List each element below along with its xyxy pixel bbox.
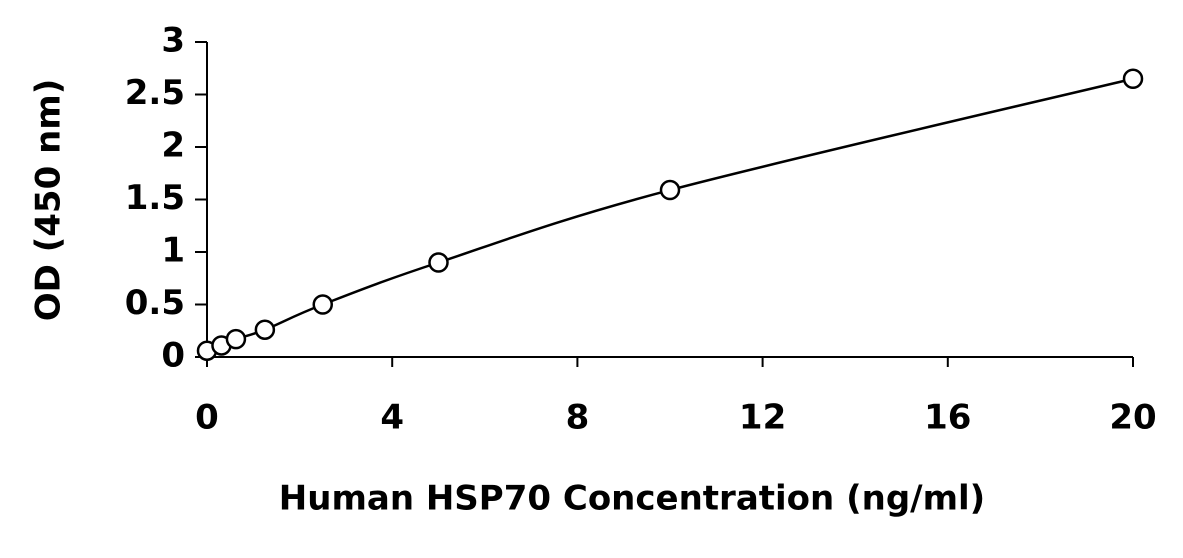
- y-tick-label: 1: [161, 231, 185, 271]
- x-tick-label: 20: [1109, 398, 1156, 438]
- x-tick-label: 12: [739, 398, 786, 438]
- y-tick-label: 0: [161, 336, 185, 376]
- data-point: [659, 179, 681, 201]
- y-tick-label: 3: [161, 21, 185, 61]
- y-tick-label: 2: [161, 126, 185, 166]
- x-tick-label: 4: [380, 398, 404, 438]
- fit-curve: [206, 77, 1134, 352]
- y-tick-label: 2.5: [125, 73, 185, 113]
- data-point: [1122, 68, 1144, 89]
- x-tick-label: 16: [924, 398, 971, 438]
- y-axis-title: OD (450 nm): [29, 79, 69, 321]
- data-point: [225, 328, 247, 350]
- x-tick-label: 8: [566, 398, 590, 438]
- x-tick-label: 0: [195, 398, 219, 438]
- y-tick-label: 1.5: [125, 178, 185, 218]
- data-point: [312, 294, 333, 315]
- y-tick-label: 0.5: [125, 283, 185, 323]
- data-point: [254, 319, 276, 340]
- x-axis-title: Human HSP70 Concentration (ng/ml): [279, 479, 985, 519]
- data-point: [428, 252, 449, 273]
